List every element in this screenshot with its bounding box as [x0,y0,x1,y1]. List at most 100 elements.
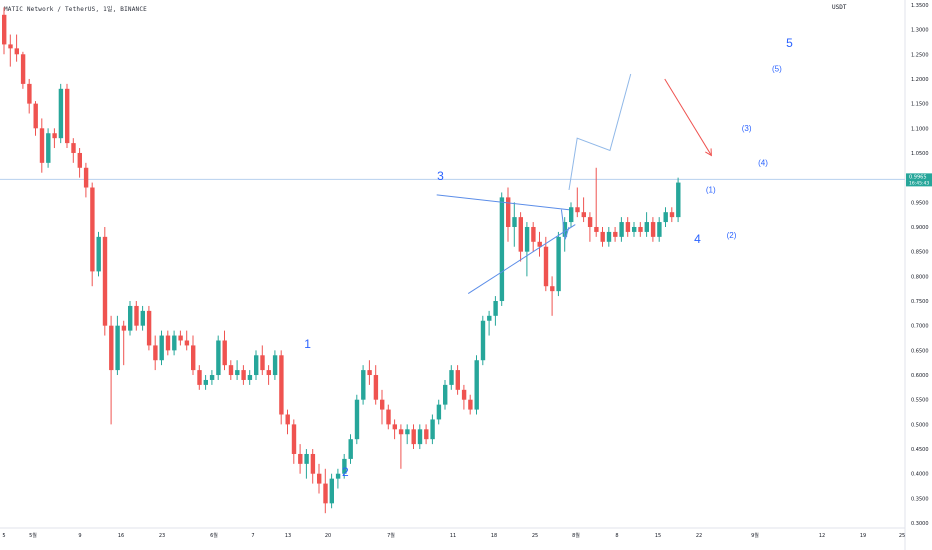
y-tick-label: 0.9000 [911,225,929,231]
candle-body [613,231,618,237]
candle-body [191,345,196,371]
y-tick-label: 0.4000 [911,472,929,478]
candle [569,202,574,227]
candle-body [663,212,668,223]
candle [430,414,435,445]
candle-body [581,212,586,218]
candle [27,78,32,114]
wave-label: (1) [706,185,716,194]
wave-label: (4) [758,158,768,167]
triangle-lower-line [467,224,576,295]
candle-body [172,335,177,351]
candle [272,350,278,380]
x-tick-label: 20 [325,533,331,539]
candle [102,226,108,336]
y-tick-label: 0.4500 [911,447,929,453]
candle-body [33,103,38,129]
candle-body [235,370,240,376]
candle [285,409,290,435]
candle [90,182,95,287]
candle-body [487,315,492,321]
candle [335,468,341,489]
candle-body [619,222,624,237]
y-tick-label: 0.5000 [911,422,929,428]
candle-body [493,301,498,316]
candle [537,231,542,257]
candle-body [367,370,372,376]
candle-body [184,340,190,346]
candle [499,192,505,306]
y-tick-label: 0.9500 [911,200,929,206]
candle [625,217,631,237]
x-tick-label: 23 [159,533,165,539]
candle-body [518,217,523,252]
candle-body [90,187,95,272]
candle-body [449,370,454,385]
candle-body [128,305,133,331]
candle-body [228,365,234,376]
candle-body [468,399,473,410]
candle-body [342,458,347,474]
candle [606,226,612,247]
candle [619,217,624,242]
x-tick-label: 18 [491,533,497,539]
x-tick-label: 19 [860,533,866,539]
candle [172,330,177,356]
candle [632,222,637,237]
wave-label: (5) [772,65,782,74]
candle-body [386,409,391,425]
x-tick-label: 5 [2,533,5,539]
candle [613,226,618,242]
candle [310,449,316,484]
candle-body [39,128,45,163]
candle-body [140,310,145,326]
candle-body [209,375,215,380]
candle-body [354,399,360,440]
candle-body [266,370,271,376]
y-tick-label: 0.7500 [911,299,929,305]
candle-body [411,429,416,445]
candle [461,384,467,410]
x-tick-label: 13 [285,533,291,539]
price-tag-box [906,173,932,187]
candle [587,212,593,242]
x-tick-label: 25 [899,533,905,539]
wave-label: 1 [304,337,311,351]
candle [436,399,442,425]
candle-body [8,44,13,49]
candle-body [46,133,51,163]
candle [329,473,334,509]
candle [524,222,530,277]
candle-body [430,419,435,440]
candle [20,51,26,89]
candle [449,365,454,390]
candle [386,404,391,430]
candle [203,375,208,390]
candle [184,330,190,351]
candle-body [424,429,429,440]
candle-body [499,197,505,302]
candle [543,236,549,292]
candle [663,207,668,227]
x-tick-label: 9 [78,533,81,539]
candle-body [644,222,649,232]
candle [531,222,536,252]
y-tick-label: 0.5500 [911,398,929,404]
candle [159,330,164,366]
candle [367,360,372,385]
down-arrow-line [664,78,712,156]
y-tick-label: 1.1500 [911,102,929,108]
candle [512,202,517,247]
candles [2,7,681,514]
candle-body [537,241,542,247]
candle [39,118,45,173]
candle-body [398,429,404,435]
candle [317,463,322,494]
y-tick-label: 1.2500 [911,52,929,58]
candle [443,379,448,410]
candle [96,231,101,277]
candle-body [669,212,675,218]
candle-body [216,340,221,376]
